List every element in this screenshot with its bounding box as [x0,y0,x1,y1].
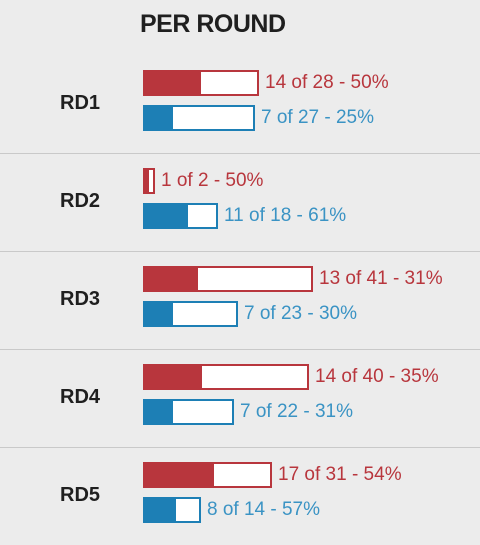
data-label: 14 of 28 - 50% [265,72,389,93]
bar-fill [145,499,176,521]
bar-total [143,203,218,229]
bar-total [143,462,272,488]
bar-fill [145,107,173,129]
round-label: RD2 [60,190,101,212]
bar-total [143,168,155,194]
data-label: 11 of 18 - 61% [224,205,347,226]
bar-fill [145,268,198,290]
data-label: 1 of 2 - 50% [161,170,264,191]
bar-total [143,105,255,131]
round-label: RD3 [60,288,101,310]
bar-fill [145,170,149,192]
data-label: 7 of 22 - 31% [240,401,354,422]
round-row: RD5 17 of 31 - 54% 8 of 14 - 57% [0,447,480,545]
chart-title: PER ROUND [140,10,286,38]
data-label: 14 of 40 - 35% [315,366,439,387]
bar-fill [145,366,202,388]
data-label: 13 of 41 - 31% [319,268,443,289]
bar-total [143,301,238,327]
data-label: 8 of 14 - 57% [207,499,321,520]
data-label: 7 of 23 - 30% [244,303,358,324]
data-label: 7 of 27 - 25% [261,107,375,128]
round-row: RD2 1 of 2 - 50% 11 of 18 - 61% [0,153,480,252]
bar-fill [145,303,173,325]
round-label: RD5 [60,484,101,506]
round-label: RD4 [60,386,101,408]
bar-total [143,399,234,425]
round-row: RD3 13 of 41 - 31% 7 of 23 - 30% [0,251,480,350]
round-label: RD1 [60,92,101,114]
data-label: 17 of 31 - 54% [278,464,402,485]
bar-fill [145,401,173,423]
bar-total [143,364,309,390]
bar-total [143,497,201,523]
bar-fill [145,72,201,94]
round-row: RD1 14 of 28 - 50% 7 of 27 - 25% [0,55,480,154]
bar-fill [145,205,189,227]
bar-total [143,266,313,292]
bar-fill [145,464,214,486]
bar-total [143,70,259,96]
round-row: RD4 14 of 40 - 35% 7 of 22 - 31% [0,349,480,448]
